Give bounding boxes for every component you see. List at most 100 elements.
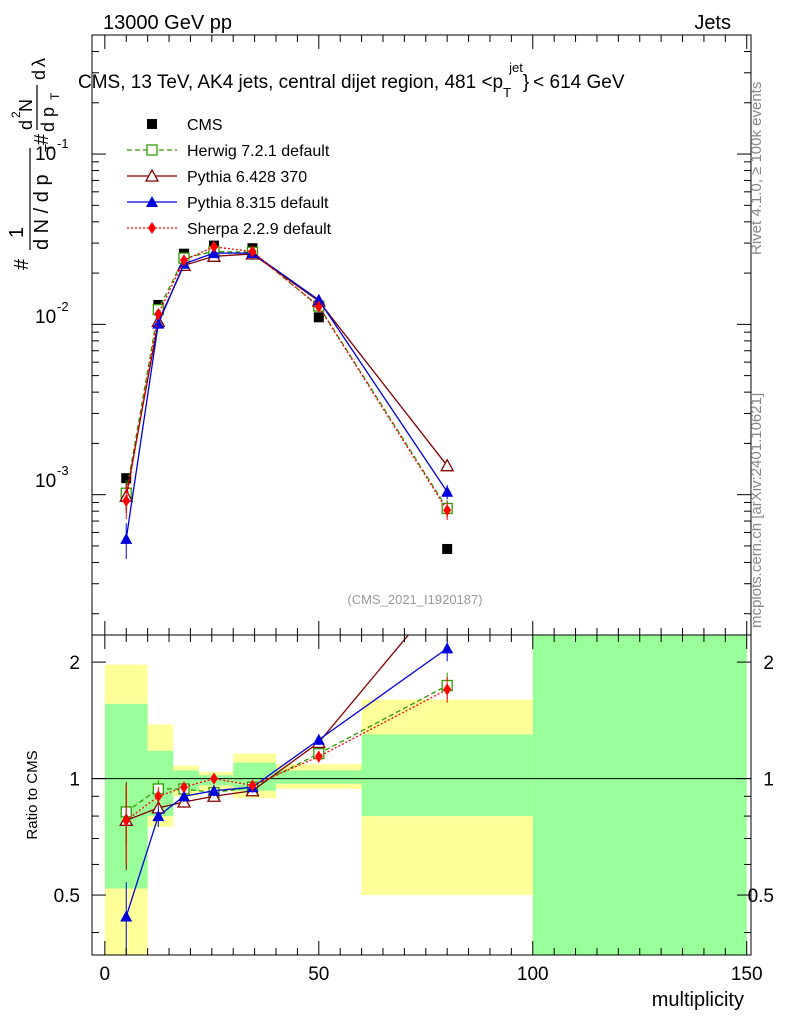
ratio-ytick-label-left: 0.5 xyxy=(54,886,80,907)
svg-text:d: d xyxy=(29,70,49,80)
ytick-exp-1e-3: -3 xyxy=(57,463,69,478)
ytick-label-1e-1: 10 xyxy=(35,144,56,165)
xtick-label-100: 100 xyxy=(517,964,549,985)
main-axes xyxy=(92,34,751,635)
point-cms xyxy=(121,473,132,484)
legend-entry-pythia-8-315-default: Pythia 8.315 default xyxy=(127,195,329,212)
header-left: 13000 GeV pp xyxy=(103,12,232,34)
svg-text:2: 2 xyxy=(9,111,23,118)
legend: CMS Herwig 7.2.1 default Pythia 6.428 370 P… xyxy=(127,117,332,238)
legend-label-sherpa-2-2-9-default: Sherpa 2.2.9 default xyxy=(187,221,332,238)
ratio-point-sherpa-2-2-9-default xyxy=(180,781,189,794)
legend-marker-pythia-6-428-370 xyxy=(144,168,160,182)
xtick-label-50: 50 xyxy=(308,964,329,985)
line-pythia-8-315-default xyxy=(125,252,448,539)
ratio-ytick-label-right: 2 xyxy=(763,653,774,674)
svg-text:d: d xyxy=(16,120,36,130)
legend-marker-herwig-7-2-1-default xyxy=(146,144,158,156)
legend-label-cms: CMS xyxy=(187,117,223,134)
point-pythia-6-428-370 xyxy=(440,458,455,472)
legend-entry-herwig-7-2-1-default: Herwig 7.2.1 default xyxy=(127,143,330,160)
main-ylabel: # 1 d N / d p T # d 2 N d p T d λ xyxy=(6,58,62,270)
point-pythia-8-315-default xyxy=(441,485,454,497)
legend-label-herwig-7-2-1-default: Herwig 7.2.1 default xyxy=(187,143,330,160)
svg-text:d p: d p xyxy=(38,107,58,132)
ratio-ylabel: Ratio to CMS xyxy=(24,750,41,839)
ratio-ticks: 0 50 100 150 0.5 0.5 1 1 2 2 xyxy=(54,635,774,985)
svg-text:T: T xyxy=(42,144,57,152)
svg-text:N: N xyxy=(16,99,36,112)
analysis-watermark: (CMS_2021_I1920187) xyxy=(347,592,482,607)
main-series xyxy=(119,240,455,559)
ratio-series-sherpa-2-2-9-default xyxy=(122,677,452,865)
ratio-point-sherpa-2-2-9-default xyxy=(314,750,323,763)
svg-text:1: 1 xyxy=(6,227,28,238)
point-cms xyxy=(313,312,324,323)
xtick-label-150: 150 xyxy=(731,964,763,985)
main-ytick-labels: 10 -3 10 -2 10 -1 xyxy=(35,136,69,492)
ratio-series-pythia-8-315-default xyxy=(120,636,454,955)
point-pythia-8-315-default xyxy=(312,294,325,306)
ratio-point-sherpa-2-2-9-default xyxy=(209,772,218,785)
ratio-point-pythia-8-315-default xyxy=(441,642,454,654)
point-sherpa-2-2-9-default xyxy=(180,254,189,267)
legend-entry-cms: CMS xyxy=(147,117,223,134)
point-pythia-8-315-default xyxy=(120,532,133,544)
svg-text:T: T xyxy=(48,92,62,100)
series-cms xyxy=(121,240,453,554)
point-sherpa-2-2-9-default xyxy=(443,504,452,517)
ratio-point-pythia-8-315-default xyxy=(120,910,133,922)
ratio-ytick-label-left: 2 xyxy=(69,653,80,674)
ratio-point-pythia-8-315-default xyxy=(207,784,220,796)
svg-text:λ: λ xyxy=(29,58,49,67)
point-sherpa-2-2-9-default xyxy=(248,245,257,258)
point-sherpa-2-2-9-default xyxy=(154,308,163,321)
ratio-point-sherpa-2-2-9-default xyxy=(122,814,131,827)
ytick-exp-1e-2: -2 xyxy=(57,299,69,314)
series-pythia-8-315-default xyxy=(120,247,454,559)
band-green-6 xyxy=(361,734,533,817)
band-green-7 xyxy=(532,635,747,955)
ytick-exp-1e-1: -1 xyxy=(57,136,69,151)
ratio-ytick-label-right: 1 xyxy=(763,770,774,791)
svg-text:#: # xyxy=(11,258,33,270)
point-sherpa-2-2-9-default xyxy=(209,240,218,253)
band-green-5 xyxy=(276,770,362,784)
ratio-bands xyxy=(92,635,751,955)
legend-label-pythia-8-315-default: Pythia 8.315 default xyxy=(187,195,329,212)
point-sherpa-2-2-9-default xyxy=(314,300,323,313)
series-sherpa-2-2-9-default xyxy=(122,240,452,521)
ratio-point-sherpa-2-2-9-default xyxy=(248,779,257,792)
ratio-series xyxy=(119,635,454,955)
legend-entry-pythia-6-428-370: Pythia 6.428 370 xyxy=(127,168,307,186)
legend-entry-sherpa-2-2-9-default: Sherpa 2.2.9 default xyxy=(127,221,332,238)
legend-marker-cms xyxy=(147,119,157,129)
ratio-point-pythia-8-315-default xyxy=(152,810,165,822)
ratio-point-pythia-8-315-default xyxy=(312,733,325,745)
ratio-frame xyxy=(91,634,752,956)
line-pythia-6-428-370 xyxy=(125,253,448,497)
header-right: Jets xyxy=(694,12,731,34)
xtick-label-0: 0 xyxy=(100,964,111,985)
legend-marker-pythia-8-315-default xyxy=(146,196,158,207)
xlabel: multiplicity xyxy=(652,989,744,1011)
series-pythia-6-428-370 xyxy=(119,246,455,514)
point-pythia-8-315-default xyxy=(152,317,165,329)
ytick-label-1e-2: 10 xyxy=(35,307,56,328)
ytick-label-1e-3: 10 xyxy=(35,471,56,492)
point-cms xyxy=(442,543,453,554)
ratio-point-pythia-8-315-default xyxy=(178,790,191,802)
plot-title: CMS, 13 TeV, AK4 jets, central dijet reg… xyxy=(78,60,625,100)
series-herwig-7-2-1-default xyxy=(120,245,453,518)
rivet-label: Rivet 4.1.0, ≥ 100k events xyxy=(748,82,765,255)
legend-label-pythia-6-428-370: Pythia 6.428 370 xyxy=(187,169,307,186)
ratio-point-sherpa-2-2-9-default xyxy=(443,683,452,696)
legend-marker-sherpa-2-2-9-default xyxy=(148,222,156,234)
ratio-ytick-label-right: 0.5 xyxy=(748,886,774,907)
svg-text:#: # xyxy=(31,133,53,145)
ratio-point-sherpa-2-2-9-default xyxy=(154,790,163,803)
svg-text:d N / d p: d N / d p xyxy=(31,174,53,250)
line-herwig-7-2-1-default xyxy=(125,250,448,509)
ratio-ytick-label-left: 1 xyxy=(69,770,80,791)
